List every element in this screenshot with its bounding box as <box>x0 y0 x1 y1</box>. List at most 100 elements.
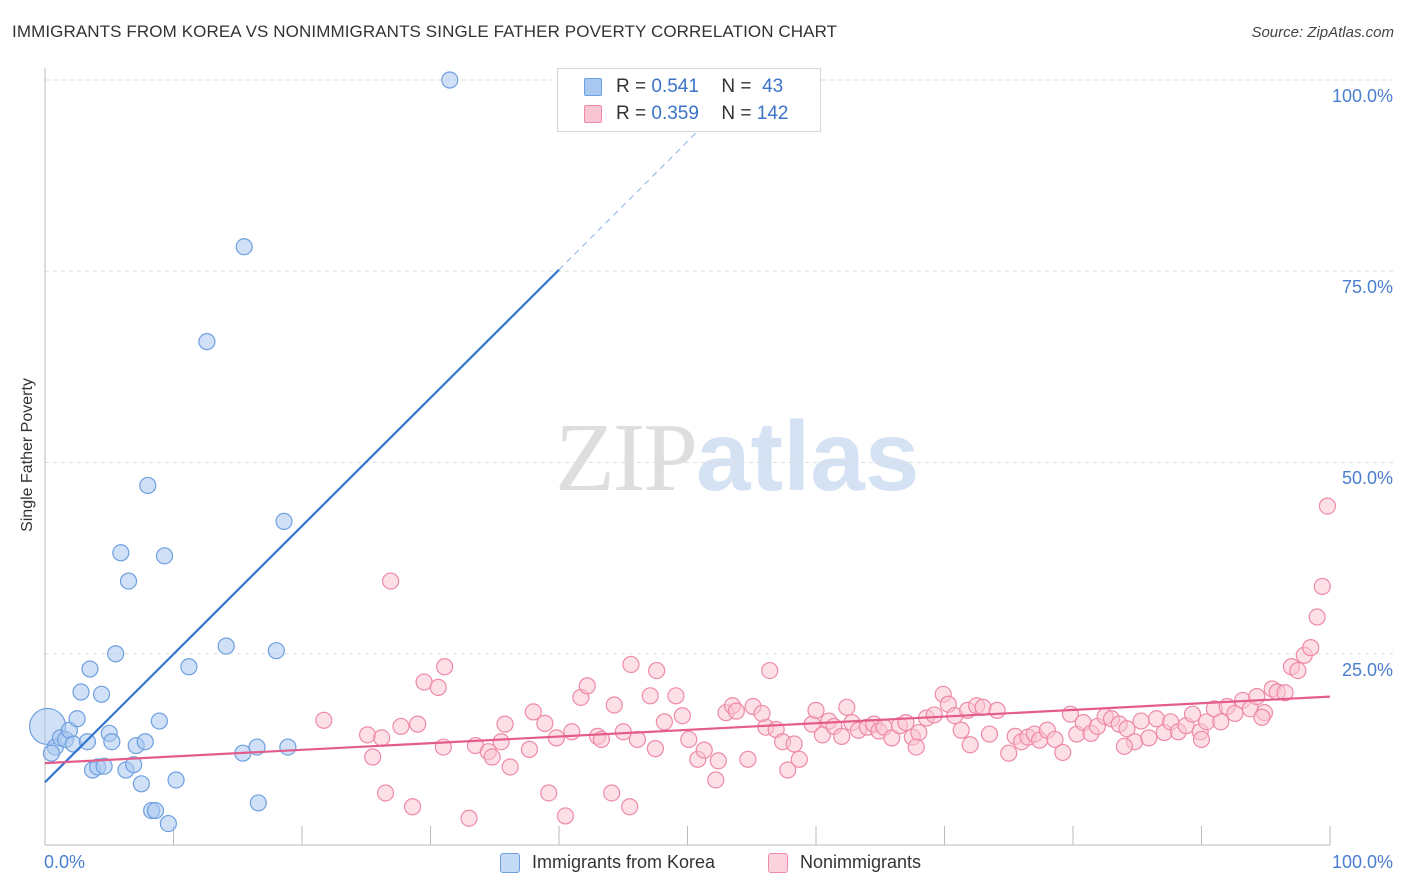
nonimmigrants-point <box>536 714 554 732</box>
korea-point <box>180 658 198 676</box>
korea-point <box>68 710 86 728</box>
nonimmigrants-point <box>1276 684 1294 702</box>
korea-point <box>249 794 267 812</box>
nonimmigrants-point <box>603 784 621 802</box>
nonimmigrants-point <box>707 771 725 789</box>
nonimmigrants-point <box>925 706 943 724</box>
y-tick-label-75: 75.0% <box>1341 277 1393 297</box>
watermark-zip: ZIP <box>555 404 698 512</box>
nonimmigrants-point <box>436 658 454 676</box>
korea-point <box>139 476 157 495</box>
legend-n-value: 142 <box>756 103 789 124</box>
bottom-legend-swatch-nonimmigrants <box>768 852 788 873</box>
nonimmigrants-point <box>524 703 542 721</box>
nonimmigrants-point <box>492 733 510 751</box>
nonimmigrants-point <box>1248 687 1266 706</box>
nonimmigrants-point <box>695 741 713 759</box>
nonimmigrants-point <box>621 798 639 816</box>
korea-point <box>150 712 168 730</box>
bottom-legend-swatch-korea <box>500 852 520 873</box>
korea-point <box>125 756 143 774</box>
chart-title: IMMIGRANTS FROM KOREA VS NONIMMIGRANTS S… <box>12 22 838 41</box>
nonimmigrants-point <box>1192 730 1211 749</box>
korea-point <box>78 733 97 751</box>
nonimmigrants-point <box>838 698 856 716</box>
korea-point <box>267 642 285 660</box>
nonimmigrants-point <box>883 729 901 747</box>
bottom-legend-nonimmigrants: Nonimmigrants <box>768 852 921 873</box>
nonimmigrants-point <box>520 740 539 758</box>
korea-point <box>136 733 154 751</box>
nonimmigrants-point <box>807 701 825 719</box>
nonimmigrants-point <box>460 809 478 827</box>
nonimmigrants-point <box>790 750 808 768</box>
nonimmigrants-point <box>1289 661 1307 680</box>
nonimmigrants-point <box>1302 639 1320 657</box>
bottom-legend-label-korea: Immigrants from Korea <box>532 852 716 872</box>
korea-point <box>198 333 216 351</box>
nonimmigrants-point <box>376 784 395 802</box>
nonimmigrants-point <box>501 758 519 776</box>
bottom-legend-label-nonimmigrants: Nonimmigrants <box>800 852 922 872</box>
legend-r-value: 0.541 <box>651 76 699 97</box>
y-tick-label-25: 25.0% <box>1341 660 1393 680</box>
x-tick-label-min: 0.0% <box>44 852 86 872</box>
nonimmigrants-point <box>709 752 727 770</box>
nonimmigrants-point <box>563 723 581 741</box>
trend-lines <box>44 102 1331 784</box>
nonimmigrants-point <box>980 725 999 743</box>
korea-point <box>159 814 177 833</box>
nonimmigrants-point <box>673 707 691 725</box>
nonimmigrants-point <box>680 730 698 749</box>
nonimmigrants-point <box>614 723 632 741</box>
nonimmigrants-point <box>403 798 422 816</box>
korea-point <box>155 547 174 565</box>
nonimmigrants-point <box>761 661 779 680</box>
nonimmigrants-point <box>1115 737 1134 755</box>
nonimmigrants-point <box>988 701 1006 719</box>
korea-point <box>107 645 125 663</box>
nonimmigrants-point <box>605 696 623 714</box>
nonimmigrants-point <box>622 655 640 674</box>
nonimmigrants-points <box>315 497 1337 827</box>
watermark: ZIPatlas <box>555 400 919 514</box>
korea-point <box>132 775 150 793</box>
nonimmigrants-point <box>910 723 928 742</box>
nonimmigrants-point <box>483 748 501 766</box>
watermark-atlas: atlas <box>696 401 920 511</box>
korea-point <box>42 744 61 762</box>
korea-point <box>92 685 111 703</box>
bottom-legend-korea: Immigrants from Korea <box>500 852 715 873</box>
legend-r-value: 0.359 <box>651 103 699 124</box>
nonimmigrants-point <box>739 750 757 768</box>
korea-point <box>167 771 185 789</box>
korea-point <box>81 660 99 678</box>
legend-swatch-nonimmigrants <box>584 105 602 123</box>
korea-point <box>279 738 297 756</box>
korea-point <box>119 572 138 590</box>
correlation-legend: R = 0.541 N = 43 R = 0.359 N = 142 <box>557 68 821 132</box>
nonimmigrants-point <box>1054 743 1072 762</box>
nonimmigrants-point <box>907 738 925 756</box>
y-tick-label-50: 50.0% <box>1341 468 1393 488</box>
nonimmigrants-point <box>540 784 558 802</box>
nonimmigrants-point <box>1308 608 1326 626</box>
nonimmigrants-point <box>785 735 803 753</box>
nonimmigrants-point <box>382 572 400 590</box>
nonimmigrants-point <box>556 807 575 825</box>
nonimmigrants-point <box>364 748 382 766</box>
nonimmigrants-point <box>315 711 333 729</box>
legend-n-label: N = <box>721 103 752 124</box>
nonimmigrants-point <box>1118 720 1136 738</box>
korea-point <box>275 512 293 531</box>
korea-point <box>146 801 165 820</box>
korea-point <box>103 733 121 751</box>
y-axis-label: Single Father Poverty <box>19 378 36 532</box>
nonimmigrants-point <box>358 726 377 744</box>
korea-point <box>72 683 90 701</box>
legend-row-korea: R = 0.541 N = 43 <box>584 75 783 99</box>
nonimmigrants-point <box>813 726 832 744</box>
nonimmigrants-point <box>1253 708 1271 726</box>
nonimmigrants-point <box>392 717 410 736</box>
nonimmigrants-point <box>1313 577 1331 596</box>
